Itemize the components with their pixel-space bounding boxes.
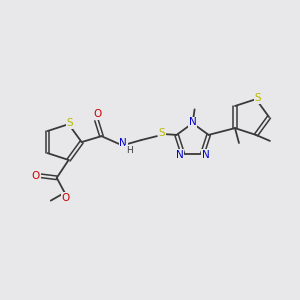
Text: S: S bbox=[66, 118, 73, 128]
Text: N: N bbox=[202, 150, 209, 160]
Text: N: N bbox=[119, 138, 127, 148]
Text: O: O bbox=[93, 109, 102, 119]
Text: S: S bbox=[159, 128, 165, 138]
Text: H: H bbox=[126, 146, 133, 154]
Text: O: O bbox=[32, 171, 40, 181]
Text: N: N bbox=[189, 117, 196, 127]
Text: S: S bbox=[255, 93, 261, 103]
Text: N: N bbox=[176, 150, 184, 160]
Text: O: O bbox=[61, 193, 70, 202]
